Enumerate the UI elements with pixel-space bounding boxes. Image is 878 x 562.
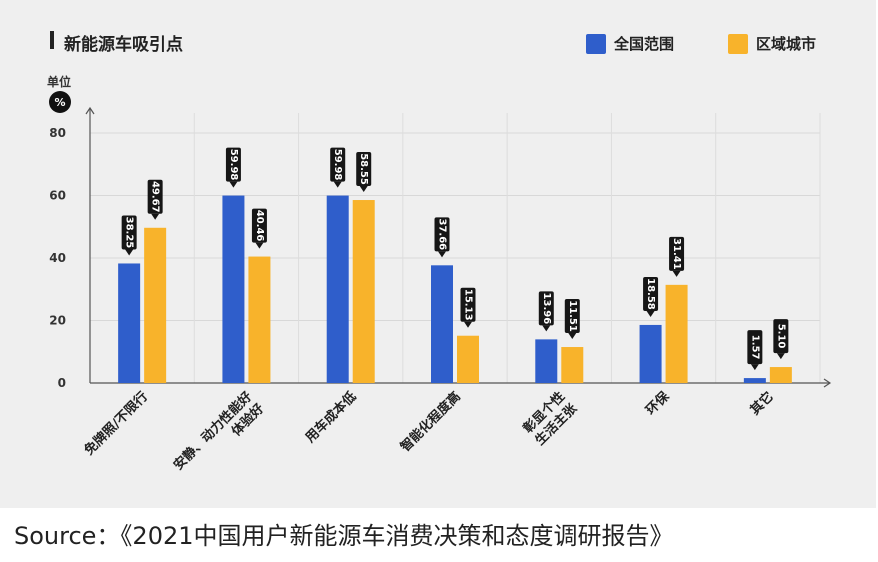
legend-label-regional: 区域城市 [756, 35, 817, 53]
data-label-bg [225, 147, 241, 182]
data-label-tag: 58.55 [356, 152, 372, 193]
x-tick-label: 用车成本低 [302, 389, 360, 447]
data-label-pointer [776, 353, 785, 360]
data-label: 13.96 [541, 293, 552, 325]
data-label-tag: 5.10 [773, 319, 789, 360]
data-label: 58.55 [358, 153, 369, 185]
data-label-tag: 13.96 [538, 291, 554, 332]
data-label-pointer [438, 251, 446, 258]
bar-national [118, 263, 141, 383]
bar-regional [352, 200, 375, 383]
bar-national [222, 195, 245, 383]
data-label: 40.46 [254, 210, 265, 242]
data-label-pointer [464, 321, 472, 328]
data-label-pointer [750, 364, 759, 371]
data-label: 18.58 [645, 278, 656, 310]
data-label: 15.13 [463, 289, 474, 321]
bar-national [535, 339, 558, 383]
legend-item-regional: 区域城市 [728, 33, 816, 54]
data-label-tag: 49.67 [147, 179, 163, 220]
bar-regional [248, 256, 271, 383]
bar-regional [769, 367, 792, 383]
data-label-tag: 31.41 [669, 236, 685, 277]
bar-national [743, 378, 766, 383]
data-label-bg [538, 291, 554, 326]
y-tick-label: 0 [58, 376, 66, 390]
data-label-tag: 37.66 [434, 217, 450, 258]
data-label-bg [434, 217, 450, 252]
data-label-bg [564, 299, 580, 334]
data-label: 37.66 [437, 218, 448, 250]
data-label: 38.25 [124, 217, 135, 249]
y-tick-label: 60 [49, 189, 66, 203]
data-label-tag: 15.13 [460, 287, 476, 328]
data-label: 5.10 [775, 324, 786, 349]
legend-swatch-national [586, 33, 606, 54]
x-tick-label: 环保 [643, 388, 673, 418]
legend-label-national: 全国范围 [614, 35, 675, 53]
bar-national [326, 195, 349, 383]
data-label: 59.98 [228, 149, 239, 181]
unit-badge: % [49, 91, 71, 113]
data-label-tag: 40.46 [251, 208, 267, 249]
unit-label: 单位 [47, 75, 72, 89]
data-label-tag: 38.25 [121, 215, 137, 256]
data-label-bg [251, 208, 267, 243]
data-label-bg [330, 147, 346, 182]
bar-regional [144, 227, 167, 383]
data-label-tag: 59.98 [225, 147, 241, 188]
x-axis-arrow [823, 378, 832, 388]
legend-item-national: 全国范围 [586, 33, 674, 54]
y-tick-label: 20 [49, 314, 66, 328]
bar-national [431, 265, 453, 383]
legend-swatch-regional [728, 33, 748, 54]
title-accent-bar [50, 31, 54, 49]
bar-regional [665, 284, 688, 383]
x-tick-label: 智能化程度高 [397, 389, 463, 455]
data-label: 1.57 [749, 335, 760, 360]
data-label-bg [669, 236, 685, 271]
data-label-pointer [542, 325, 551, 332]
data-label-pointer [255, 242, 264, 249]
data-label-bg [121, 215, 137, 250]
data-label-tag: 18.58 [643, 276, 659, 317]
data-label-pointer [229, 181, 238, 188]
bar-regional [457, 335, 479, 383]
data-label-pointer [333, 181, 342, 188]
x-tick-label: 其它 [747, 389, 777, 419]
data-label-bg [643, 276, 659, 311]
data-label-tag: 1.57 [747, 330, 763, 371]
data-label-tag: 11.51 [564, 299, 580, 340]
data-label-tag: 59.98 [330, 147, 346, 188]
data-label: 11.51 [567, 300, 578, 332]
data-label-bg [747, 330, 763, 365]
chart-title: 新能源车吸引点 [64, 35, 183, 55]
y-tick-label: 40 [49, 251, 66, 265]
data-label: 49.67 [150, 181, 161, 213]
data-label-pointer [672, 270, 681, 277]
data-label-bg [773, 319, 789, 354]
data-label-bg [147, 179, 163, 214]
data-label-pointer [125, 249, 134, 256]
bar-national [639, 324, 662, 383]
bar-regional [561, 347, 584, 383]
data-label-bg [356, 152, 372, 187]
data-label-bg [460, 287, 476, 322]
data-label-pointer [568, 333, 577, 340]
data-label-pointer [646, 310, 655, 317]
source-caption: Source：《2021中国用户新能源车消费决策和态度调研报告》 [14, 522, 674, 550]
bar-chart: 02040608038.2549.67免牌照/不限行59.9840.46安静、动… [49, 106, 832, 473]
y-axis-arrow [85, 106, 95, 115]
data-label-pointer [359, 186, 368, 193]
data-label: 59.98 [332, 149, 343, 181]
y-tick-label: 80 [49, 126, 66, 140]
x-tick-label: 免牌照/不限行 [81, 389, 151, 459]
data-label: 31.41 [671, 238, 682, 270]
data-label-pointer [151, 213, 160, 220]
